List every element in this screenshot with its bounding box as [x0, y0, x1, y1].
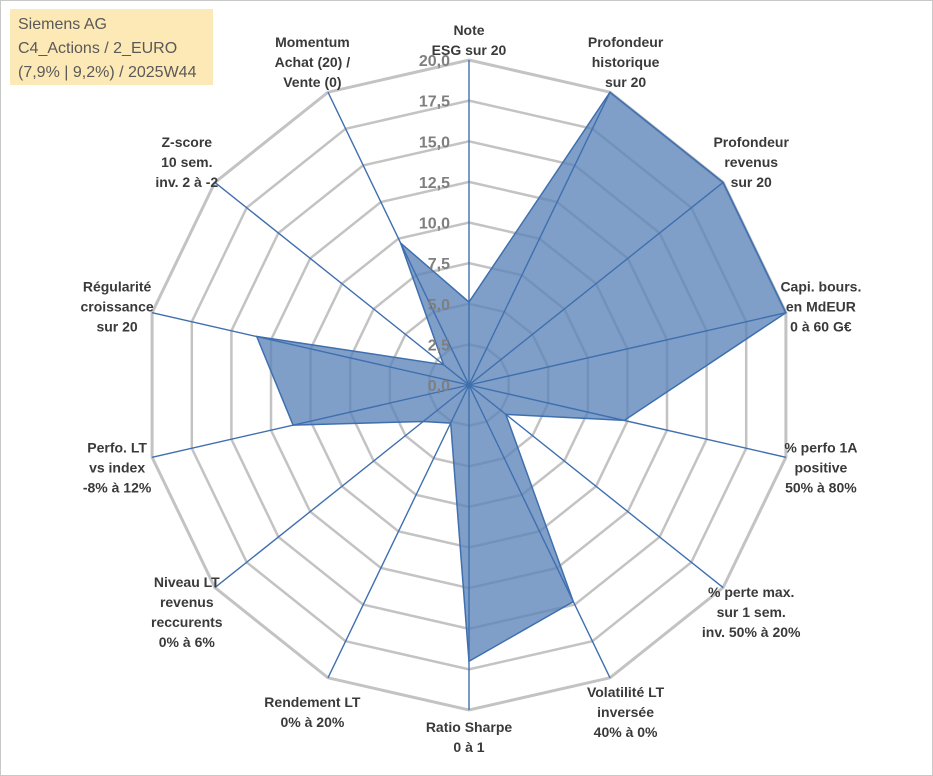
- axis-label-line: 0 à 1: [453, 739, 484, 755]
- axis-label-line: Momentum: [275, 34, 350, 50]
- radial-tick-label: 12,5: [419, 175, 450, 192]
- info-category: C4_Actions / 2_EURO: [18, 40, 178, 57]
- axis-label: % perte max. sur 1 sem. inv. 50% à 20%: [702, 584, 801, 640]
- axis-spoke: [327, 384, 470, 679]
- axis-label-line: inv. 2 à -2: [155, 174, 218, 190]
- axis-label: Profondeur revenus sur 20: [713, 134, 789, 190]
- info-period: (7,9% | 9,2%) / 2025W44: [18, 64, 197, 81]
- axis-label-line: % perte max.: [708, 584, 794, 600]
- axis-label: Niveau LT revenus reccurents 0% à 6%: [151, 574, 223, 650]
- axis-spoke: [327, 91, 470, 386]
- axis-labels: Note ESG sur 20 Profondeur historique sur 20…: [81, 22, 862, 755]
- info-company: Siemens AG: [18, 16, 107, 33]
- axis-label-line: Profondeur: [588, 34, 664, 50]
- axis-label-line: sur 1 sem.: [717, 604, 786, 620]
- axis-label-line: Capi. bours.: [780, 279, 861, 295]
- radar-spokes: [151, 60, 787, 710]
- radial-tick-label: 10,0: [419, 216, 450, 233]
- axis-label: Z-score 10 sem. inv. 2 à -2: [155, 134, 218, 190]
- axis-label: Rendement LT 0% à 20%: [264, 694, 361, 730]
- axis-label-line: 0% à 20%: [280, 714, 344, 730]
- axis-spoke: [468, 384, 787, 458]
- axis-label: Note ESG sur 20: [432, 22, 507, 58]
- axis-label-line: Perfo. LT: [87, 439, 147, 455]
- axis-label-line: Z-score: [162, 134, 213, 150]
- axis-label-line: Rendement LT: [264, 694, 361, 710]
- axis-label-line: en MdEUR: [786, 299, 856, 315]
- axis-label: Perfo. LT vs index -8% à 12%: [83, 439, 152, 495]
- axis-spoke: [214, 384, 470, 589]
- axis-spoke: [468, 384, 724, 589]
- axis-label-line: revenus: [160, 594, 214, 610]
- axis-spoke: [468, 181, 724, 386]
- axis-spoke: [151, 384, 470, 458]
- axis-label-line: ESG sur 20: [432, 42, 507, 58]
- axis-label: Volatilité LT inversée 40% à 0%: [587, 684, 665, 740]
- axis-label-line: Régularité: [83, 279, 152, 295]
- axis-label-line: -8% à 12%: [83, 479, 152, 495]
- axis-label-line: vs index: [89, 459, 145, 475]
- axis-label-line: historique: [592, 54, 660, 70]
- radial-tick-label: 5,0: [428, 297, 450, 314]
- axis-label: Capi. bours. en MdEUR 0 à 60 G€: [780, 279, 861, 335]
- axis-label-line: % perfo 1A: [784, 439, 857, 455]
- axis-label-line: sur 20: [605, 74, 646, 90]
- radial-tick-label: 20,0: [419, 53, 450, 70]
- axis-label-line: sur 20: [731, 174, 772, 190]
- radial-tick-labels: 0,0 2,5 5,0 7,5 10,0 12,5 15,0 17,5 20,0: [419, 53, 450, 395]
- axis-label-line: Vente (0): [283, 74, 341, 90]
- axis-spoke: [468, 384, 611, 679]
- axis-label-line: revenus: [724, 154, 778, 170]
- axis-label-line: Ratio Sharpe: [426, 719, 513, 735]
- axis-label: Momentum Achat (20) / Vente (0): [275, 34, 351, 90]
- axis-spoke: [151, 312, 470, 386]
- axis-label-line: croissance: [81, 299, 154, 315]
- axis-label-line: 0 à 60 G€: [790, 319, 852, 335]
- axis-label-line: 0% à 6%: [159, 634, 216, 650]
- radial-tick-label: 17,5: [419, 94, 450, 111]
- axis-label-line: inv. 50% à 20%: [702, 624, 801, 640]
- axis-label-line: positive: [794, 459, 847, 475]
- axis-label-line: reccurents: [151, 614, 223, 630]
- axis-label-line: Note: [453, 22, 484, 38]
- axis-label-line: Volatilité LT: [587, 684, 665, 700]
- axis-label-line: Profondeur: [713, 134, 789, 150]
- axis-label: % perfo 1A positive 50% à 80%: [784, 439, 857, 495]
- axis-label: Régularité croissance sur 20: [81, 279, 154, 335]
- axis-spoke: [214, 181, 470, 386]
- radial-tick-label: 7,5: [428, 256, 450, 273]
- axis-label: Ratio Sharpe 0 à 1: [426, 719, 513, 755]
- axis-label-line: Achat (20) /: [275, 54, 351, 70]
- axis-label-line: 50% à 80%: [785, 479, 857, 495]
- axis-spoke: [468, 312, 787, 386]
- radial-tick-label: 15,0: [419, 134, 450, 151]
- axis-label: Profondeur historique sur 20: [588, 34, 664, 90]
- axis-label-line: inversée: [597, 704, 654, 720]
- axis-label-line: sur 20: [96, 319, 137, 335]
- axis-label-line: 10 sem.: [161, 154, 212, 170]
- axis-label-line: 40% à 0%: [594, 724, 658, 740]
- axis-label-line: Niveau LT: [154, 574, 220, 590]
- chart-info-box: Siemens AG C4_Actions / 2_EURO (7,9% | 9…: [10, 9, 213, 85]
- radial-tick-label: 2,5: [428, 337, 450, 354]
- axis-spoke: [468, 91, 611, 386]
- radial-tick-label: 0,0: [428, 378, 450, 395]
